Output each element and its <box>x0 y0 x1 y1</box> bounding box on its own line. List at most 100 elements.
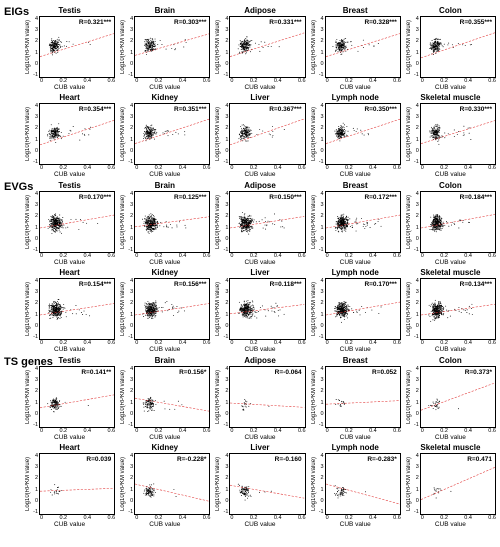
y-ticks: 43210-1 <box>31 103 39 165</box>
scatter-panel: Lymph node Log10(RPKM value) 43210-1 R=0… <box>310 268 401 353</box>
plot-area: R=0.172*** <box>325 191 401 253</box>
y-axis-label: Log10(RPKM value) <box>119 278 126 340</box>
y-axis-label: Log10(RPKM value) <box>24 453 31 515</box>
r-annotation: R=0.330*** <box>460 106 492 113</box>
y-ticks: 43210-1 <box>317 366 325 428</box>
panel-title: Colon <box>405 6 496 15</box>
panel-grid: Testis Log10(RPKM value) 43210-1 R=0.321… <box>24 6 496 178</box>
y-ticks: 43210-1 <box>126 103 134 165</box>
panel-title: Lymph node <box>310 268 401 277</box>
plot-area: R=-0.160 <box>229 453 305 515</box>
r-annotation: R=0.303*** <box>174 19 206 26</box>
scatter-panel: Testis Log10(RPKM value) 43210-1 R=0.170… <box>24 181 115 266</box>
scatter-panel: Colon Log10(RPKM value) 43210-1 R=0.355*… <box>405 6 496 91</box>
y-ticks: 43210-1 <box>221 453 229 515</box>
r-annotation: R=0.331*** <box>269 19 301 26</box>
y-axis-label: Log10(RPKM value) <box>24 103 31 165</box>
y-ticks: 43210-1 <box>221 278 229 340</box>
scatter-panel: Liver Log10(RPKM value) 43210-1 R=0.367*… <box>214 93 305 178</box>
plot-area: R=0.355*** <box>420 16 496 78</box>
panel-grid: Testis Log10(RPKM value) 43210-1 R=0.170… <box>24 181 496 353</box>
plot-area: R=0.303*** <box>134 16 210 78</box>
r-annotation: R=0.328*** <box>364 19 396 26</box>
panel-title: Heart <box>24 443 115 452</box>
r-annotation: R=0.150*** <box>269 194 301 201</box>
r-annotation: R=-0.160 <box>275 456 302 463</box>
x-axis-label: CUB value <box>24 434 115 441</box>
y-ticks: 43210-1 <box>126 366 134 428</box>
plot-area: R=0.350*** <box>325 103 401 165</box>
panel-title: Skeletal muscle <box>405 93 496 102</box>
x-axis-label: CUB value <box>214 84 305 91</box>
y-axis-label: Log10(RPKM value) <box>214 103 221 165</box>
plot-area: R=0.170*** <box>39 191 115 253</box>
scatter-panel: Skeletal muscle Log10(RPKM value) 43210-… <box>405 93 496 178</box>
y-ticks: 43210-1 <box>31 366 39 428</box>
scatter-panel: Heart Log10(RPKM value) 43210-1 R=0.154*… <box>24 268 115 353</box>
y-axis-label: Log10(RPKM value) <box>119 366 126 428</box>
y-axis-label: Log10(RPKM value) <box>405 453 412 515</box>
scatter-panel: Lymph node Log10(RPKM value) 43210-1 R=0… <box>310 93 401 178</box>
plot-area: R=0.134*** <box>420 278 496 340</box>
panel-title: Testis <box>24 6 115 15</box>
r-annotation: R=0.052 <box>372 369 397 376</box>
y-ticks: 43210-1 <box>412 453 420 515</box>
plot-area: R=0.156*** <box>134 278 210 340</box>
y-axis-label: Log10(RPKM value) <box>24 278 31 340</box>
x-axis-label: CUB value <box>24 346 115 353</box>
r-annotation: R=0.170*** <box>79 194 111 201</box>
x-axis-label: CUB value <box>310 171 401 178</box>
x-axis-label: CUB value <box>119 84 210 91</box>
y-ticks: 43210-1 <box>221 103 229 165</box>
panel-title: Liver <box>214 268 305 277</box>
x-axis-label: CUB value <box>405 521 496 528</box>
plot-area: R=0.367*** <box>229 103 305 165</box>
r-annotation: R=-0.283* <box>367 456 396 463</box>
panel-title: Brain <box>119 6 210 15</box>
section-ts genes: TS genes Testis Log10(RPKM value) 43210-… <box>4 356 496 528</box>
scatter-panel: Adipose Log10(RPKM value) 43210-1 R=-0.0… <box>214 356 305 441</box>
panel-title: Adipose <box>214 181 305 190</box>
panel-title: Lymph node <box>310 93 401 102</box>
r-annotation: R=0.351*** <box>174 106 206 113</box>
y-ticks: 43210-1 <box>317 103 325 165</box>
y-axis-label: Log10(RPKM value) <box>119 16 126 78</box>
scatter-panel: Heart Log10(RPKM value) 43210-1 R=0.039 … <box>24 443 115 528</box>
y-axis-label: Log10(RPKM value) <box>24 366 31 428</box>
plot-area: R=0.170*** <box>325 278 401 340</box>
panel-title: Liver <box>214 443 305 452</box>
x-axis-label: CUB value <box>214 521 305 528</box>
y-axis-label: Log10(RPKM value) <box>405 191 412 253</box>
x-axis-label: CUB value <box>405 434 496 441</box>
plot-area: R=0.141** <box>39 366 115 428</box>
r-annotation: R=-0.228* <box>177 456 206 463</box>
r-annotation: R=0.355*** <box>460 19 492 26</box>
r-annotation: R=0.141** <box>81 369 111 376</box>
r-annotation: R=0.156*** <box>174 281 206 288</box>
plot-area: R=0.373* <box>420 366 496 428</box>
y-axis-label: Log10(RPKM value) <box>214 278 221 340</box>
scatter-panel: Brain Log10(RPKM value) 43210-1 R=0.125*… <box>119 181 210 266</box>
x-axis-label: CUB value <box>119 171 210 178</box>
scatter-panel: Colon Log10(RPKM value) 43210-1 R=0.184*… <box>405 181 496 266</box>
panel-title: Adipose <box>214 356 305 365</box>
plot-area: R=0.351*** <box>134 103 210 165</box>
x-axis-label: CUB value <box>119 346 210 353</box>
plot-area: R=0.154*** <box>39 278 115 340</box>
y-axis-label: Log10(RPKM value) <box>405 16 412 78</box>
y-ticks: 43210-1 <box>412 191 420 253</box>
y-ticks: 43210-1 <box>317 453 325 515</box>
y-ticks: 43210-1 <box>126 278 134 340</box>
scatter-panel: Adipose Log10(RPKM value) 43210-1 R=0.33… <box>214 6 305 91</box>
panel-title: Brain <box>119 181 210 190</box>
section-eigs: EIGs Testis Log10(RPKM value) 43210-1 R=… <box>4 6 496 178</box>
r-annotation: R=0.039 <box>86 456 111 463</box>
y-ticks: 43210-1 <box>126 453 134 515</box>
y-ticks: 43210-1 <box>126 16 134 78</box>
y-axis-label: Log10(RPKM value) <box>214 453 221 515</box>
plot-area: R=0.125*** <box>134 191 210 253</box>
scatter-panel: Kidney Log10(RPKM value) 43210-1 R=0.351… <box>119 93 210 178</box>
plot-area: R=0.354*** <box>39 103 115 165</box>
y-ticks: 43210-1 <box>412 366 420 428</box>
r-annotation: R=-0.064 <box>275 369 302 376</box>
